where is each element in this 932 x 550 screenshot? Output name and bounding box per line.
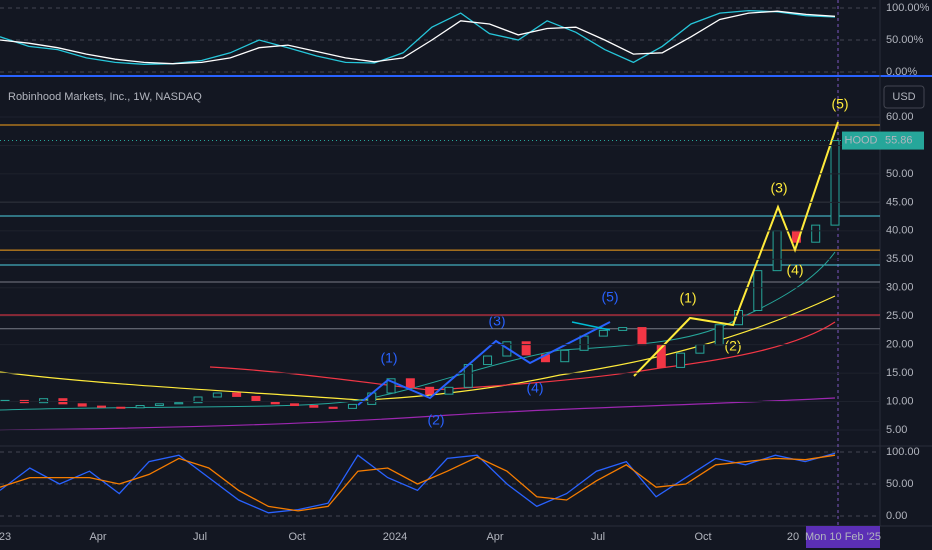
candle [135, 405, 145, 409]
osc-line [0, 9, 836, 65]
symbol-tag [842, 131, 880, 150]
candle [676, 352, 686, 368]
time-label: Apr [89, 531, 106, 543]
candle [811, 224, 821, 243]
candle [579, 335, 589, 351]
osc-tick-label: 100.00 [886, 446, 920, 458]
osc-tick-label: 0.00 [886, 510, 907, 522]
candle [328, 406, 338, 409]
osc-line [0, 454, 836, 512]
candle [39, 398, 49, 404]
osc-tick-label: 0.00% [886, 66, 917, 78]
time-label: 20 [787, 531, 799, 543]
cursor-date-box [806, 526, 880, 548]
time-label: Apr [486, 531, 503, 543]
candle [405, 378, 415, 388]
wave-label: (2) [724, 338, 741, 354]
price-tick-label: 15.00 [886, 367, 914, 379]
cursor-date: Mon 10 Feb '25 [805, 531, 881, 543]
price-tick-label: 40.00 [886, 225, 914, 237]
wave-label: (4) [526, 380, 543, 396]
candle [154, 403, 164, 407]
currency-button[interactable] [883, 85, 925, 109]
candle [309, 405, 319, 408]
price-tick-label: 5.00 [886, 424, 907, 436]
currency-label[interactable]: USD [892, 91, 915, 103]
candle [77, 403, 87, 407]
candle [637, 327, 647, 346]
candle [772, 230, 782, 272]
osc-tick-label: 50.00 [886, 478, 914, 490]
candle [116, 406, 126, 409]
price-tick-label: 20.00 [886, 339, 914, 351]
candle [425, 386, 435, 395]
candle [521, 341, 531, 356]
wave-line [633, 121, 839, 377]
wave-label: (1) [380, 350, 397, 366]
price-tag [880, 131, 924, 150]
osc-tick-label: 100.00% [886, 2, 930, 14]
osc-tick-label: 50.00% [886, 34, 924, 46]
wave-label: (3) [770, 180, 787, 196]
wave-label: (3) [488, 313, 505, 329]
chart-title: Robinhood Markets, Inc., 1W, NASDAQ [8, 91, 202, 103]
osc-line [0, 452, 836, 514]
time-label: 23 [0, 531, 11, 543]
time-label: 2024 [383, 531, 407, 543]
price-tick-label: 45.00 [886, 196, 914, 208]
moving-average [209, 321, 836, 391]
candle [714, 324, 724, 346]
wave-label: (1) [679, 290, 696, 306]
candle [193, 396, 203, 404]
candle [290, 403, 300, 407]
price-tick-label: 35.00 [886, 253, 914, 265]
time-label: Jul [591, 531, 605, 543]
osc-line [0, 10, 836, 65]
price-tick-label: 50.00 [886, 168, 914, 180]
price-tick-label: 60.00 [886, 111, 914, 123]
moving-average [0, 251, 836, 411]
wave-label: (5) [601, 289, 618, 305]
candle [444, 386, 454, 395]
candle [753, 270, 763, 311]
candle [97, 405, 107, 408]
candle [174, 402, 184, 405]
price-tick-label: 30.00 [886, 282, 914, 294]
time-label: Oct [694, 531, 711, 543]
candle [386, 378, 396, 394]
candle [598, 329, 608, 337]
symbol-label: HOOD [845, 134, 878, 146]
candle [830, 140, 840, 226]
wave-label: (5) [831, 96, 848, 112]
moving-average [0, 397, 836, 431]
price-tag-label: 55.86 [885, 134, 913, 146]
wave-line [357, 321, 611, 406]
candle [251, 395, 261, 403]
candle [212, 392, 222, 398]
candle [618, 327, 628, 331]
time-label: Jul [193, 531, 207, 543]
trend-line [571, 321, 611, 331]
wave-label: (2) [427, 412, 444, 428]
price-tick-label: 10.00 [886, 395, 914, 407]
candle [347, 403, 357, 409]
candle [483, 355, 493, 366]
moving-average [0, 295, 836, 401]
wave-label: (4) [786, 262, 803, 278]
price-tick-label: 25.00 [886, 310, 914, 322]
candle [695, 344, 705, 354]
candle [232, 392, 242, 397]
candle [560, 349, 570, 363]
time-label: Oct [288, 531, 305, 543]
